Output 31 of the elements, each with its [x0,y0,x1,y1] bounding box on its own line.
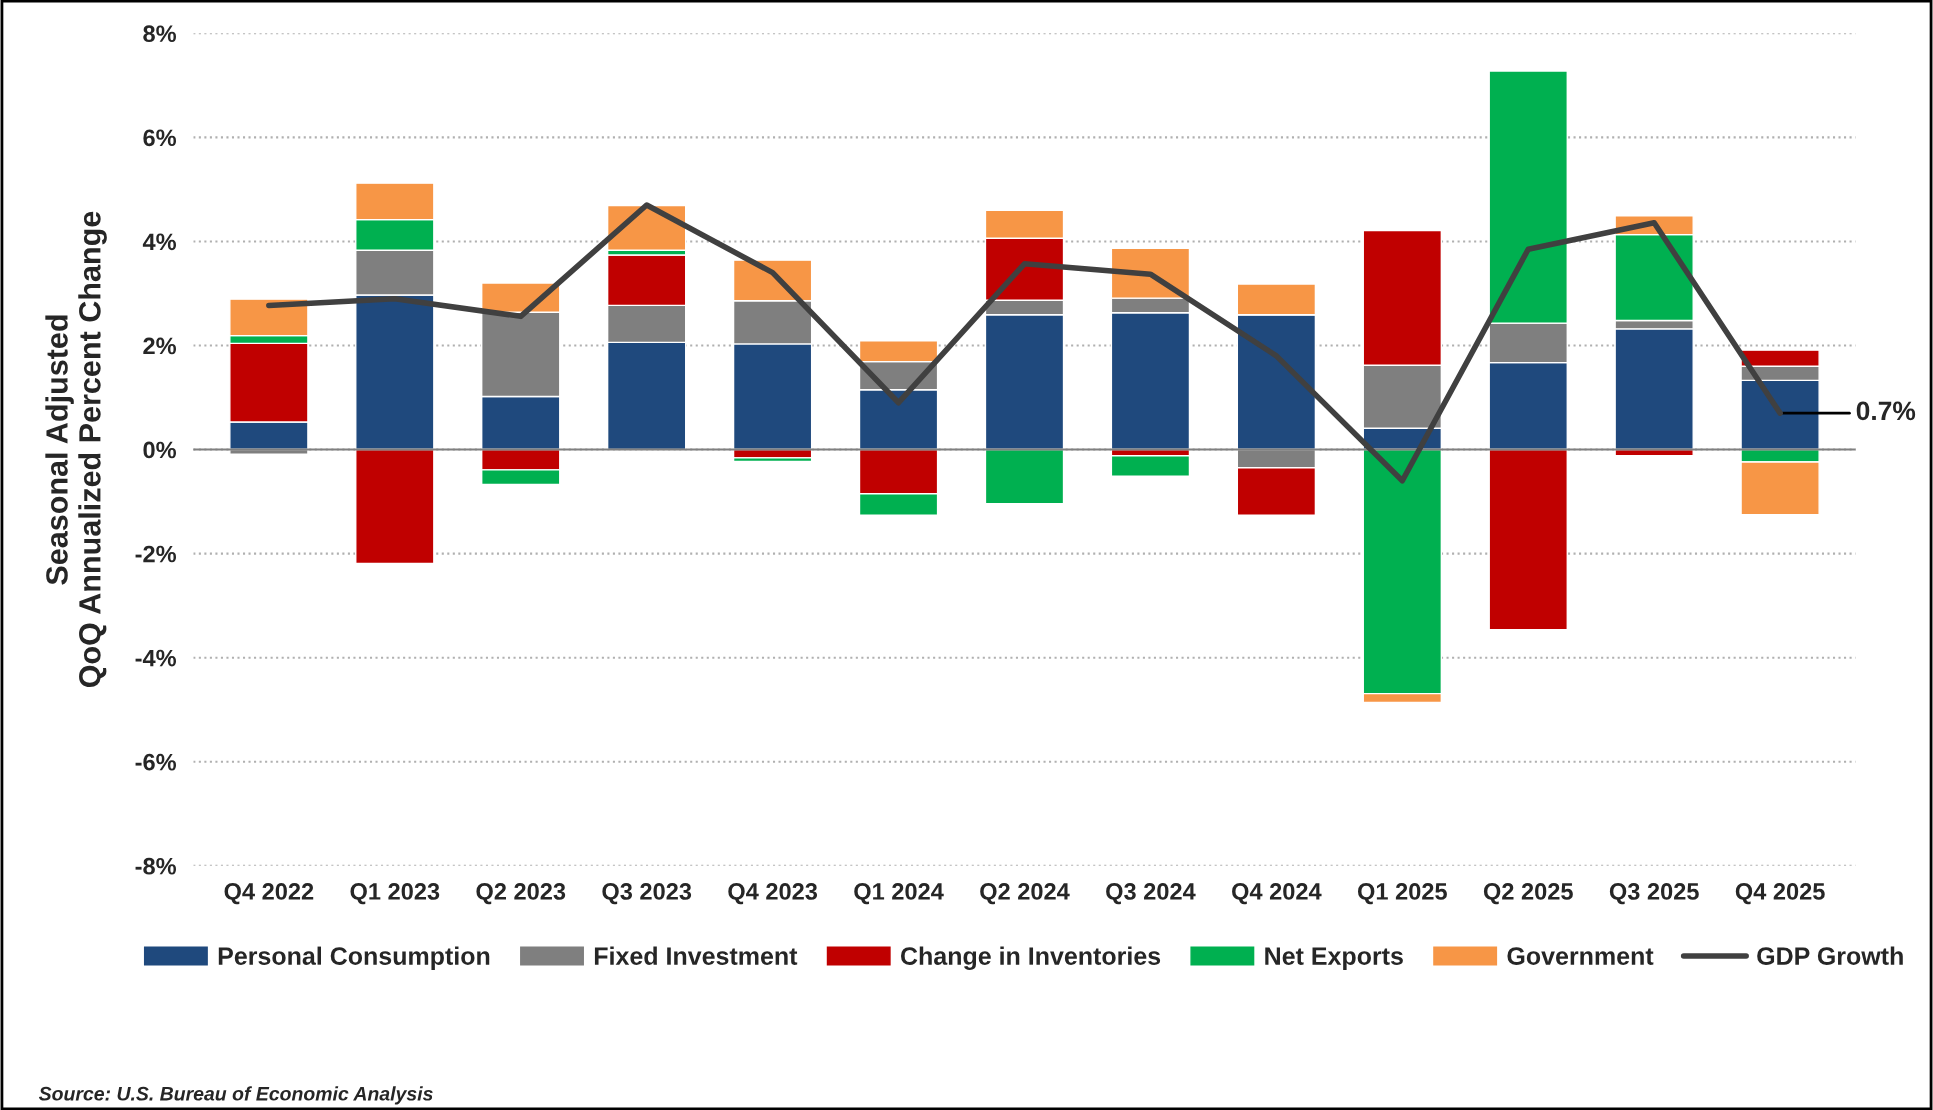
y-tick-label: -2% [135,545,177,563]
x-tick-label: Q2 2023 [476,883,566,905]
y-tick-label: -8% [135,857,177,875]
x-tick-label: Q3 2024 [1106,883,1196,905]
legend-label: Personal Consumption [218,946,490,970]
x-tick-label: Q2 2025 [1483,883,1573,905]
legend-label: Change in Inventories [901,946,1161,970]
source-note: Source: U.S. Bureau of Economic Analysis [38,1086,433,1105]
legend-label: Net Exports [1265,947,1403,970]
legend-label: Fixed Investment [594,946,798,965]
y-tick-label: -6% [135,753,177,771]
x-tick-label: Q1 2024 [854,883,944,905]
y-tick-label: -4% [135,649,177,667]
y-tick-label: 6% [143,129,177,147]
x-tick-label: Q4 2025 [1735,883,1825,905]
y-axis-title: Seasonal Adjusted QoQ Annualized Percent Change [45,211,107,688]
x-tick-label: Q4 2022 [224,883,314,905]
x-tick-label: Q3 2025 [1609,883,1699,905]
y-tick-label: 2% [143,337,177,355]
legend-label: GDP Growth [1757,946,1903,965]
y-tick-label: 4% [142,233,177,251]
x-tick-label: Q3 2023 [602,883,692,905]
x-tick-label: Q4 2024 [1232,883,1322,905]
x-tick-label: Q1 2025 [1357,883,1447,905]
y-tick-label: 0% [143,441,177,459]
legend-label: Government [1507,947,1654,965]
x-tick-label: Q1 2023 [350,883,440,905]
annotation: 0.7% [1856,401,1916,421]
x-tick-label: Q4 2023 [728,883,818,905]
y-tick-label: 8% [143,25,177,43]
x-tick-label: Q2 2024 [980,883,1070,905]
